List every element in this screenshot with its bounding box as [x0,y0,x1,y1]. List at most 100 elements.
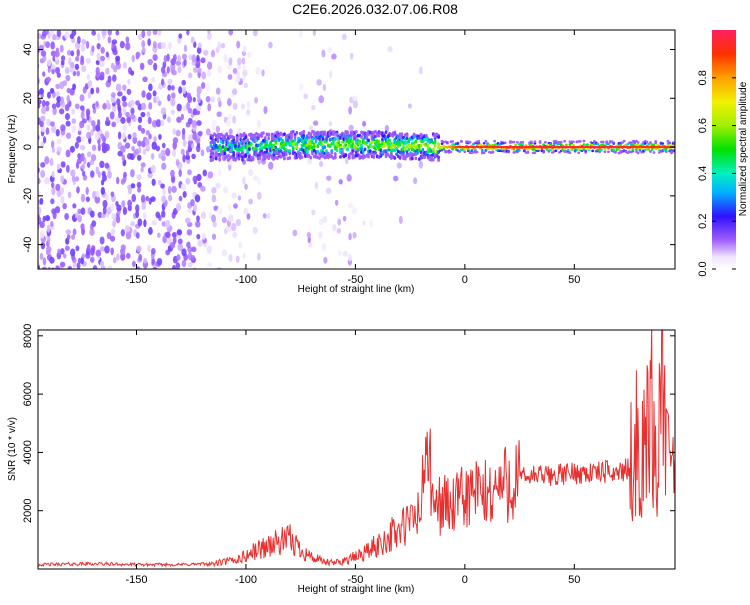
spectrogram-cell [398,215,403,224]
spectrogram-cell [62,80,68,87]
spectrogram-cell [178,86,183,94]
spectrogram-cell [236,40,241,49]
spectrogram-cell [120,117,126,124]
spectrogram-cell [55,265,60,269]
spectrogram-cell [186,92,192,100]
spectrogram-signal-cell [382,141,386,146]
snr-panel: -150 -100 -50 0 50 2000 4000 6000 8000 Height o… [7,324,676,595]
spectrogram-cell [45,127,50,135]
spectrogram-cell [72,267,76,269]
spectrogram-signal-cell [449,150,453,154]
spectrogram-signal-cell [433,139,437,144]
spectrogram-signal-cell [437,135,440,139]
spectrogram-signal-cell [211,134,215,139]
spectrogram-signal-cell [314,139,318,144]
spectrogram-signal-cell [323,145,327,150]
spectrogram-signal-cell [218,154,222,159]
spectrogram-cell [141,127,146,134]
spectrogram-cell [211,187,217,194]
spectrogram-cell [109,235,116,242]
spectrogram-cell [342,215,347,222]
spectrogram-cell [317,231,323,239]
spectrogram-signal-cell [607,142,610,146]
spectrogram-cell [80,152,85,162]
spectrogram-signal-cell [649,150,652,153]
spectrogram-y-tick-label: 20 [22,92,34,104]
spectrogram-cell [40,50,47,57]
spectrogram-cell [201,232,206,240]
spectrogram-x-tick-label: 0 [462,274,468,286]
spectrogram-cell [135,100,140,106]
spectrogram-signal-cell [286,138,290,143]
spectrogram-cell [160,107,167,115]
spectrogram-cell [248,198,254,205]
spectrogram-signal-cell [288,149,292,153]
spectrogram-cell [100,187,106,195]
spectrogram-cell [246,109,251,116]
spectrogram-cell [200,149,205,157]
spectrogram-cell [196,85,202,95]
spectrogram-cell [42,71,46,77]
spectrogram-cell [307,242,313,248]
spectrogram-cell [146,30,152,37]
spectrogram-cell [76,48,80,57]
spectrogram-cell [141,30,146,39]
spectrogram-cell [232,102,238,110]
spectrogram-cell [76,36,81,44]
spectrogram-cell [161,210,166,218]
spectrogram-signal-cell [293,135,297,139]
snr-x-tick-label: -100 [235,574,257,586]
spectrogram-cell [80,223,85,231]
spectrogram-cell [241,57,246,65]
spectrogram-cell [158,133,162,140]
spectrogram-cell [208,211,212,219]
spectrogram-cell [47,91,51,99]
spectrogram-cell [205,83,211,92]
spectrogram-cell [137,116,143,124]
spectrogram-cell [306,231,312,239]
spectrogram-signal-cell [316,149,320,154]
spectrogram-signal-cell [344,143,348,147]
spectrogram-cell [172,54,177,62]
snr-y-tick-label: 6000 [22,382,34,406]
spectrogram-signal-cell [577,151,581,155]
spectrogram-cell [176,254,181,261]
spectrogram-signal-cell [405,150,409,154]
spectrogram-cell [237,127,242,135]
spectrogram-cell [150,164,156,174]
spectrogram-cell [91,144,97,152]
spectrogram-cell [169,242,176,249]
spectrogram-cell [130,107,135,115]
spectrogram-signal-cell [255,148,258,153]
spectrogram-cell [100,55,106,61]
snr-x-axis-label: Height of straight line (km) [298,584,415,595]
spectrogram-signal-cell [537,147,540,151]
spectrogram-cell [261,69,265,77]
spectrogram-cell [76,70,80,77]
spectrogram-cell [176,116,182,123]
spectrogram-signal-cell [466,148,470,151]
spectrogram-signal-cell [601,140,605,144]
spectrogram-frame [37,29,676,270]
spectrogram-cell [217,41,221,51]
snr-y-tick-label: 8000 [22,324,34,348]
spectrogram-heatmap [38,30,675,269]
spectrogram-signal-cell [325,136,328,141]
spectrogram-signal-cell [258,155,262,160]
spectrogram-cell [222,186,229,194]
spectrogram-signal-cell [300,155,304,159]
spectrogram-cell [60,187,65,195]
colorbar: 0.0 0.2 0.4 0.6 0.8 Normalized spectral ampl… [697,30,749,277]
spectrogram-signal-cell [566,148,570,152]
spectrogram-cell [144,138,150,146]
spectrogram-signal-cell [403,147,407,151]
spectrogram-signal-cell [484,139,488,143]
spectrogram-cell [141,47,146,54]
spectrogram-cell [74,63,80,71]
spectrogram-cell [309,125,314,131]
spectrogram-cell [192,203,198,212]
spectrogram-cell [101,170,106,177]
spectrogram-cell [228,214,234,223]
spectrogram-cell [181,79,186,86]
